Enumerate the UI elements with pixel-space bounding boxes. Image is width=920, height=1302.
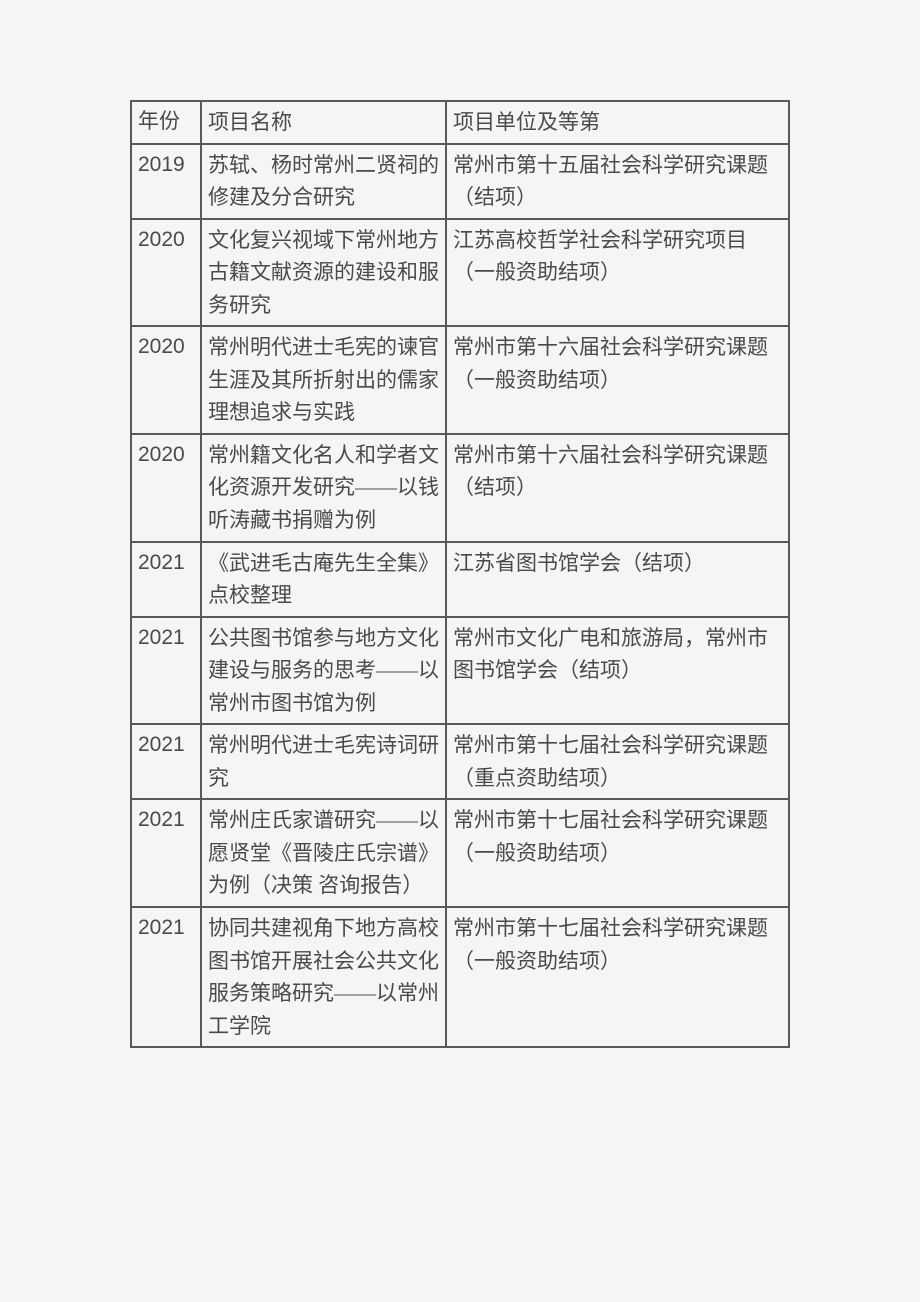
projects-table: 年份 项目名称 项目单位及等第 2019 苏轼、杨时常州二贤祠的修建及分合研究 … [130,100,790,1048]
table-row: 2020 文化复兴视域下常州地方古籍文献资源的建设和服务研究 江苏高校哲学社会科… [131,219,789,327]
header-year: 年份 [131,101,201,144]
cell-year: 2020 [131,326,201,434]
cell-year: 2021 [131,907,201,1047]
cell-org: 常州市第十六届社会科学研究课题（一般资助结项） [446,326,789,434]
cell-name: 苏轼、杨时常州二贤祠的修建及分合研究 [201,144,446,219]
cell-year: 2020 [131,219,201,327]
cell-name: 公共图书馆参与地方文化建设与服务的思考——以常州市图书馆为例 [201,617,446,725]
cell-year: 2021 [131,617,201,725]
cell-name: 《武进毛古庵先生全集》点校整理 [201,542,446,617]
table-row: 2021 常州庄氏家谱研究——以愿贤堂《晋陵庄氏宗谱》为例（决策 咨询报告） 常… [131,799,789,907]
cell-year: 2021 [131,542,201,617]
cell-org: 常州市文化广电和旅游局，常州市图书馆学会（结项） [446,617,789,725]
cell-year: 2021 [131,724,201,799]
table-row: 2020 常州明代进士毛宪的谏官生涯及其所折射出的儒家理想追求与实践 常州市第十… [131,326,789,434]
cell-org: 常州市第十五届社会科学研究课题（结项） [446,144,789,219]
cell-org: 江苏省图书馆学会（结项） [446,542,789,617]
cell-org: 江苏高校哲学社会科学研究项目（一般资助结项） [446,219,789,327]
table-row: 2021 常州明代进士毛宪诗词研究 常州市第十七届社会科学研究课题（重点资助结项… [131,724,789,799]
cell-year: 2019 [131,144,201,219]
cell-name: 常州庄氏家谱研究——以愿贤堂《晋陵庄氏宗谱》为例（决策 咨询报告） [201,799,446,907]
cell-name: 文化复兴视域下常州地方古籍文献资源的建设和服务研究 [201,219,446,327]
table-body: 2019 苏轼、杨时常州二贤祠的修建及分合研究 常州市第十五届社会科学研究课题（… [131,144,789,1048]
cell-year: 2021 [131,799,201,907]
cell-org: 常州市第十七届社会科学研究课题（重点资助结项） [446,724,789,799]
cell-org: 常州市第十六届社会科学研究课题（结项） [446,434,789,542]
table-row: 2021 《武进毛古庵先生全集》点校整理 江苏省图书馆学会（结项） [131,542,789,617]
table-row: 2021 协同共建视角下地方高校图书馆开展社会公共文化服务策略研究——以常州工学… [131,907,789,1047]
cell-name: 常州籍文化名人和学者文化资源开发研究——以钱听涛藏书捐赠为例 [201,434,446,542]
table-row: 2021 公共图书馆参与地方文化建设与服务的思考——以常州市图书馆为例 常州市文… [131,617,789,725]
table-header-row: 年份 项目名称 项目单位及等第 [131,101,789,144]
cell-org: 常州市第十七届社会科学研究课题（一般资助结项） [446,907,789,1047]
table-row: 2019 苏轼、杨时常州二贤祠的修建及分合研究 常州市第十五届社会科学研究课题（… [131,144,789,219]
cell-org: 常州市第十七届社会科学研究课题（一般资助结项） [446,799,789,907]
cell-year: 2020 [131,434,201,542]
header-name: 项目名称 [201,101,446,144]
table-row: 2020 常州籍文化名人和学者文化资源开发研究——以钱听涛藏书捐赠为例 常州市第… [131,434,789,542]
cell-name: 协同共建视角下地方高校图书馆开展社会公共文化服务策略研究——以常州工学院 [201,907,446,1047]
header-org: 项目单位及等第 [446,101,789,144]
cell-name: 常州明代进士毛宪的谏官生涯及其所折射出的儒家理想追求与实践 [201,326,446,434]
cell-name: 常州明代进士毛宪诗词研究 [201,724,446,799]
